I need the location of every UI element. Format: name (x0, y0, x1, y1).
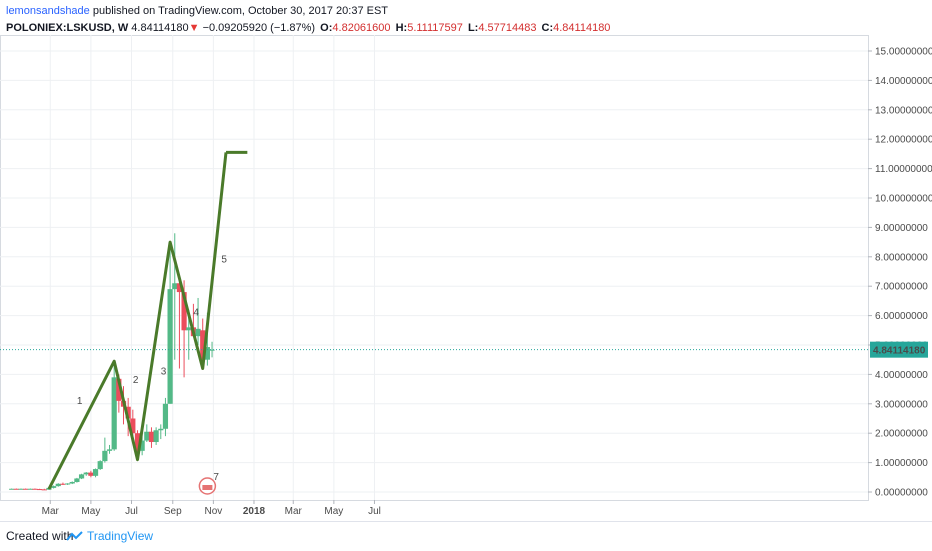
candle-body (144, 431, 150, 441)
chart-header: lemonsandshade published on TradingView.… (6, 3, 906, 36)
wave-line (47, 152, 228, 490)
y-tick-label: 2.00000000 (875, 429, 928, 440)
y-tick-label: 13.00000000 (875, 105, 932, 116)
candle-body (27, 488, 33, 490)
y-tick-label: 8.00000000 (875, 252, 928, 263)
x-tick-label: Sep (164, 506, 182, 517)
candle-body (153, 430, 159, 443)
candle-body (13, 488, 19, 490)
event-count: 7 (213, 472, 219, 483)
y-tick-label: 9.00000000 (875, 223, 928, 234)
author-link[interactable]: lemonsandshade (6, 5, 90, 17)
candle-body (9, 488, 15, 490)
last-price-label: 4.84114180 (873, 346, 926, 357)
y-tick-label: 0.00000000 (875, 488, 928, 499)
published-text: published on TradingView.com, October 30… (92, 5, 389, 17)
candle-body (88, 472, 94, 476)
y-tick-label: 4.00000000 (875, 370, 928, 381)
x-tick-label: May (324, 506, 343, 517)
candle-body (55, 483, 61, 487)
y-tick-label: 15.00000000 (875, 47, 932, 58)
wave-label: 1 (77, 396, 83, 407)
candle-body (64, 483, 71, 485)
y-tick-label: 11.00000000 (875, 164, 932, 175)
candle-body (78, 474, 85, 479)
high-value: 5.11117597 (407, 22, 463, 34)
candle-body (97, 461, 103, 470)
y-tick-label: 10.00000000 (875, 194, 932, 205)
last-price: 4.84114180 (131, 22, 189, 34)
candle-body (102, 450, 108, 462)
candle-body (69, 482, 75, 484)
x-tick-label: Nov (204, 506, 222, 517)
candle-body (148, 431, 155, 443)
tradingview-logo-icon (66, 531, 83, 541)
candle-body (74, 478, 80, 483)
y-tick-label: 12.00000000 (875, 135, 932, 146)
last-price-tag (870, 341, 928, 358)
candle-body (186, 327, 192, 331)
wave-label: 3 (161, 366, 167, 377)
candle-body (162, 403, 169, 429)
candle-body (37, 489, 43, 491)
candle-body (176, 283, 183, 293)
y-tick-label: 3.00000000 (875, 399, 928, 410)
open-label: O: (320, 22, 333, 34)
x-tick-label: Jul (368, 506, 381, 517)
candle-body (158, 428, 164, 431)
wave-label: 5 (221, 255, 227, 266)
candle-body (172, 283, 178, 290)
x-tick-label: Mar (285, 506, 303, 517)
candle-body (41, 489, 47, 491)
candle-body (204, 347, 210, 360)
candle-body (23, 488, 29, 490)
candle-body (83, 472, 89, 475)
candle-body (200, 330, 206, 360)
candle-body (116, 378, 122, 401)
high-label: H: (395, 22, 408, 34)
y-tick-label: 14.00000000 (875, 76, 932, 87)
candle-body (18, 488, 24, 490)
event-flag-stripe (202, 485, 213, 490)
candle-body (139, 440, 145, 451)
candle-body (209, 349, 215, 351)
footer-bar: Created with TradingView (0, 521, 932, 551)
publish-line: lemonsandshade published on TradingView.… (6, 3, 906, 19)
close-label: C: (541, 22, 554, 34)
x-tick-label: 2018 (243, 506, 266, 517)
price-chart[interactable]: 0.00000000 1.00000000 2.00000000 3.00000000… (0, 0, 932, 521)
x-tick-label: May (81, 506, 100, 517)
low-label: L: (467, 22, 479, 34)
plot-frame (0, 35, 869, 501)
candle-body (130, 418, 136, 434)
y-tick-label: 1.00000000 (875, 458, 928, 469)
change-arrow: ▼ (188, 22, 200, 34)
x-tick-label: Mar (42, 506, 60, 517)
candle-body (167, 289, 173, 404)
candle-body (60, 483, 66, 485)
close-value: 4.84114180 (553, 22, 611, 34)
candle-body (125, 406, 131, 419)
candle-body (92, 469, 99, 476)
tradingview-brand[interactable]: TradingView (87, 529, 154, 543)
y-tick-label: 7.00000000 (875, 282, 928, 293)
low-value: 4.57714483 (478, 22, 537, 34)
candle-body (181, 292, 187, 331)
x-tick-label: Jul (125, 506, 138, 517)
candle-body (32, 488, 38, 490)
price-change: −0.09205920 (−1.87%) (202, 22, 316, 34)
created-with-text: Created with (6, 529, 74, 543)
symbol-label[interactable]: POLONIEX:LSKUSD, W (6, 22, 129, 34)
y-tick-label: 6.00000000 (875, 311, 928, 322)
candle-body (106, 449, 113, 451)
wave-label: 2 (133, 375, 139, 386)
open-value: 4.82061600 (332, 22, 391, 34)
candle-body (51, 486, 57, 488)
candle-body (195, 328, 201, 337)
wave-label: 4 (193, 308, 199, 319)
candle-body (111, 377, 117, 450)
ohlc-line: POLONIEX:LSKUSD, W 4.84114180▼ −0.092059… (6, 20, 906, 36)
candle-body (134, 433, 141, 451)
